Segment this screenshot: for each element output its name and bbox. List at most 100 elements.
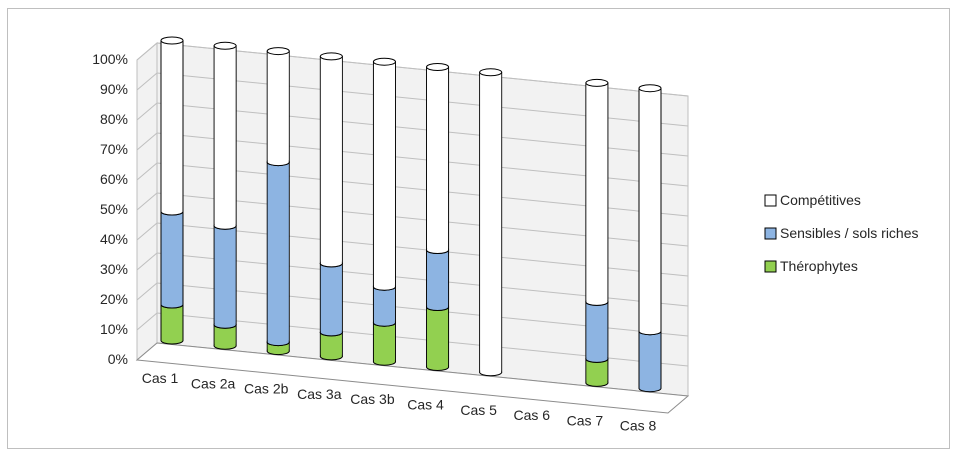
bar-fill (639, 331, 661, 389)
bar-stack-cas-5 (479, 68, 503, 377)
bar-segment-competitives (426, 63, 450, 255)
y-tick-label: 20% (100, 291, 128, 307)
gridline-side (136, 42, 158, 61)
bar-segment-competitives (479, 68, 503, 377)
y-tick-label: 40% (100, 231, 128, 247)
y-tick-label: 80% (100, 111, 128, 127)
y-tick-label: 90% (100, 81, 128, 97)
bar-fill (427, 67, 449, 251)
bar-fill (320, 332, 342, 357)
bar-segment-competitives (372, 57, 396, 291)
y-tick-label: 50% (100, 201, 128, 217)
x-tick-label: Cas 2a (191, 375, 236, 391)
bar-segment-sensibles-sols-riches (160, 207, 184, 309)
bar-segment-competitives (266, 47, 290, 167)
x-axis-tick-labels: Cas 1 Cas 2a Cas 2b Cas 3a Cas 3b Cas 4 Cas 5 C… (142, 370, 657, 434)
legend: Compétitives Sensibles / sols riches Théro… (764, 192, 919, 274)
gridline-side (136, 162, 158, 181)
bar-stack-cas-7 (585, 78, 609, 387)
x-tick-label: Cas 3b (350, 391, 395, 407)
legend-label: Thérophytes (780, 258, 858, 274)
bar-fill (586, 82, 608, 302)
bar-top-cap (213, 41, 237, 50)
bar-stack-cas-4 (426, 63, 450, 372)
bar-segment-sensibles-sols-riches (213, 221, 237, 329)
bar-segment-sensibles-sols-riches (585, 297, 609, 363)
legend-swatch (764, 260, 777, 273)
bar-segment-competitives (638, 84, 662, 336)
gridline-side (136, 192, 158, 211)
x-tick-label: Cas 7 (567, 412, 604, 428)
bar-fill (373, 286, 395, 323)
gridline-side (136, 222, 158, 241)
legend-swatch (764, 194, 777, 207)
bar-segment-competitives (585, 78, 609, 306)
gridline-side (136, 252, 158, 271)
bar-segment-competitives (213, 41, 237, 230)
bar-fill (480, 72, 502, 373)
x-tick-label: Cas 2b (244, 381, 289, 397)
bar-top-cap (638, 84, 662, 93)
gridline-side (136, 312, 158, 331)
x-tick-label: Cas 6 (513, 407, 550, 423)
bar-stack-cas-1 (160, 36, 184, 345)
legend-label: Sensibles / sols riches (780, 225, 919, 241)
bar-fill (639, 88, 661, 332)
x-tick-label: Cas 1 (142, 370, 179, 386)
bars (160, 36, 662, 393)
bar-fill (320, 263, 342, 333)
x-tick-label: Cas 5 (460, 402, 497, 418)
gridline-side (136, 132, 158, 151)
gridline-side (136, 282, 158, 301)
bar-top-cap (372, 57, 396, 66)
bar-fill (586, 301, 608, 359)
y-tick-label: 100% (92, 51, 128, 67)
bar-fill (214, 324, 236, 346)
bar-top-cap (319, 52, 343, 61)
x-tick-label: Cas 4 (407, 397, 444, 413)
bar-top-cap (585, 78, 609, 87)
bar-top-cap (426, 63, 450, 72)
chart-floor (135, 342, 690, 414)
floor-plane (135, 342, 690, 414)
legend-label: Compétitives (780, 192, 861, 208)
x-tick-label: Cas 8 (620, 418, 657, 434)
bar-fill (267, 342, 289, 352)
y-axis-tick-labels: 0% 10% 20% 30% 40% 50% 60% 70% 80% 90% 100% (92, 51, 128, 367)
bar-fill (586, 358, 608, 383)
bar-stack-cas-3b (372, 57, 396, 366)
bar-top-cap (160, 36, 184, 45)
bar-fill (161, 211, 183, 305)
y-tick-label: 70% (100, 141, 128, 157)
bar-stack-cas-2a (213, 41, 237, 350)
bar-fill (320, 56, 342, 264)
bar-fill (427, 250, 449, 308)
gridline-side (136, 72, 158, 91)
bar-stack-cas-2b (266, 47, 290, 356)
bar-fill (427, 307, 449, 368)
bar-segment-sensibles-sols-riches (266, 158, 290, 347)
bar-stack-cas-3a (319, 52, 343, 361)
bar-segment-therophytes (160, 300, 184, 345)
bar-fill (161, 304, 183, 341)
legend-item-competitives: Compétitives (764, 192, 861, 208)
bar-fill (214, 45, 236, 226)
y-tick-label: 0% (108, 351, 128, 367)
legend-swatch (764, 227, 777, 240)
bar-fill (373, 322, 395, 362)
y-tick-label: 10% (100, 321, 128, 337)
bar-fill (214, 225, 236, 325)
bar-segment-therophytes (426, 303, 450, 372)
y-tick-label: 30% (100, 261, 128, 277)
bar-top-cap (266, 47, 290, 56)
bar-fill (161, 40, 183, 212)
legend-item-therophytes: Thérophytes (764, 258, 858, 274)
bar-fill (267, 162, 289, 343)
bar-segment-competitives (319, 52, 343, 268)
bar-segment-therophytes (319, 328, 343, 361)
legend-item-sensibles-sols-riches: Sensibles / sols riches (764, 225, 919, 241)
bar-stack-cas-8 (638, 84, 662, 393)
x-tick-label: Cas 3a (297, 386, 342, 402)
bar-segment-competitives (160, 36, 184, 216)
